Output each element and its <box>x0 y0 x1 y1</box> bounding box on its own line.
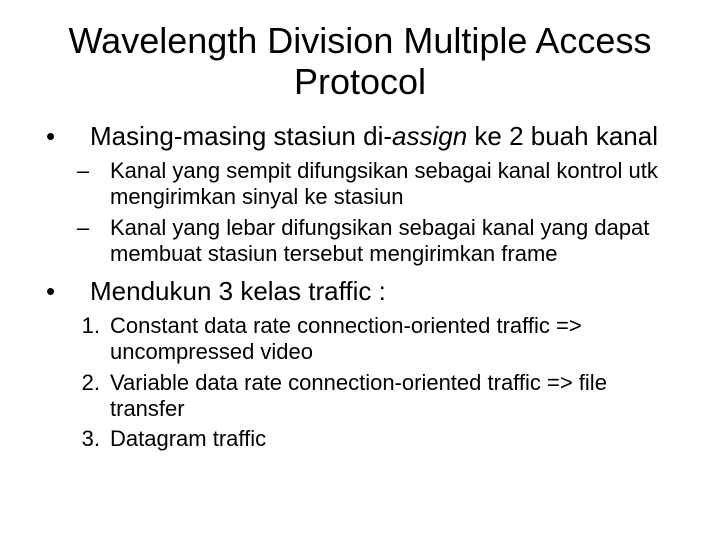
num-text: Datagram traffic <box>110 426 680 452</box>
num-item: 1. Constant data rate connection-oriente… <box>40 313 680 366</box>
dash-marker: – <box>40 215 90 268</box>
bullet-text: Masing-masing stasiun di-assign ke 2 bua… <box>90 121 680 152</box>
bullet-item: • Mendukun 3 kelas traffic : <box>40 276 680 307</box>
text-pre: Masing-masing stasiun di- <box>90 121 392 151</box>
bullet-marker: • <box>40 121 90 152</box>
bullet-text: Mendukun 3 kelas traffic : <box>90 276 680 307</box>
num-text: Constant data rate connection-oriented t… <box>110 313 680 366</box>
num-marker: 3. <box>40 426 110 452</box>
sub-text: Kanal yang lebar difungsikan sebagai kan… <box>90 215 680 268</box>
sub-item: – Kanal yang sempit difungsikan sebagai … <box>40 158 680 211</box>
text-italic: assign <box>392 121 467 151</box>
dash-marker: – <box>40 158 90 211</box>
bullet-marker: • <box>40 276 90 307</box>
text-post: ke 2 buah kanal <box>467 121 658 151</box>
num-marker: 2. <box>40 370 110 423</box>
sub-item: – Kanal yang lebar difungsikan sebagai k… <box>40 215 680 268</box>
num-item: 2. Variable data rate connection-oriente… <box>40 370 680 423</box>
num-text: Variable data rate connection-oriented t… <box>110 370 680 423</box>
page-title: Wavelength Division Multiple Access Prot… <box>40 20 680 103</box>
num-marker: 1. <box>40 313 110 366</box>
bullet-item: • Masing-masing stasiun di-assign ke 2 b… <box>40 121 680 152</box>
num-item: 3. Datagram traffic <box>40 426 680 452</box>
sub-text: Kanal yang sempit difungsikan sebagai ka… <box>90 158 680 211</box>
